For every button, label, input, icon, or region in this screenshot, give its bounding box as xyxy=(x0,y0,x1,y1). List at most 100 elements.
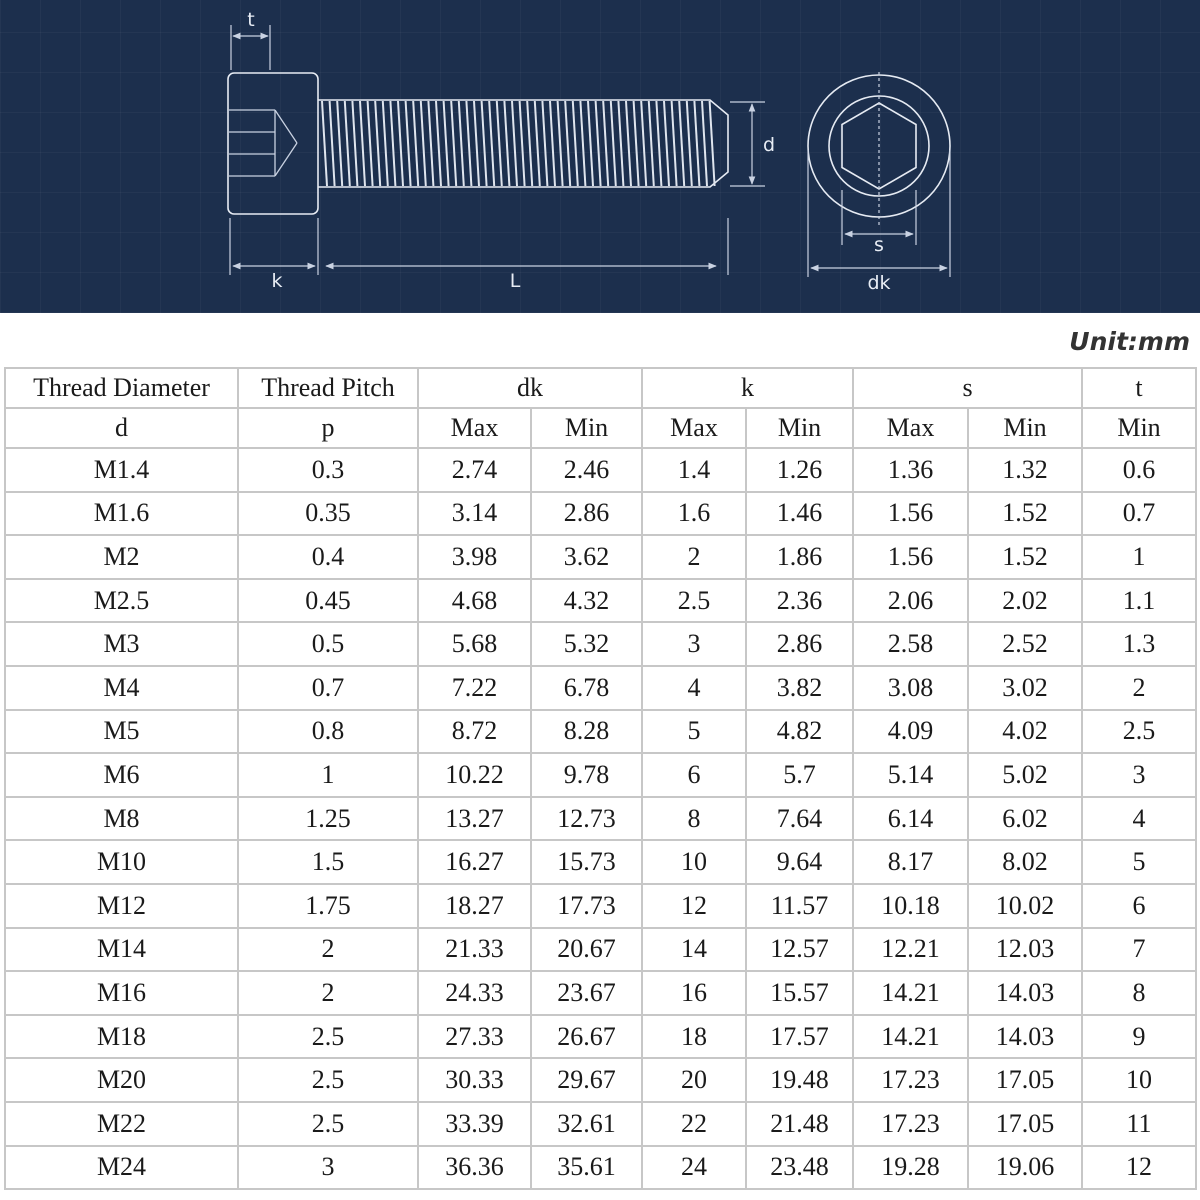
table-row: M24 3 36.36 35.61 24 23.48 19.28 19.06 12 xyxy=(4,1144,1197,1191)
label-s: s xyxy=(874,234,884,256)
cell-t-min: 2 xyxy=(1081,664,1197,711)
cell-t-min: 6 xyxy=(1081,882,1197,929)
cell-thread-diameter: M8 xyxy=(4,795,239,842)
cell-thread-diameter: M1.4 xyxy=(4,447,239,493)
table-row: M2.5 0.45 4.68 4.32 2.5 2.36 2.06 2.02 1.1 xyxy=(4,577,1197,624)
table-row: M8 1.25 13.27 12.73 8 7.64 6.14 6.02 4 xyxy=(4,795,1197,842)
cell-k-min: 19.48 xyxy=(745,1057,854,1103)
cell-t-min: 8 xyxy=(1081,970,1197,1016)
cell-t-min: 1.1 xyxy=(1081,577,1197,624)
cell-thread-diameter: M2.5 xyxy=(4,577,239,624)
cell-thread-diameter: M10 xyxy=(4,839,239,885)
cell-k-min: 3.82 xyxy=(745,664,854,711)
cell-s-max: 17.23 xyxy=(852,1057,969,1103)
cell-dk-min: 15.73 xyxy=(530,839,643,885)
cell-dk-min: 23.67 xyxy=(530,970,643,1016)
cell-thread-pitch: 1.25 xyxy=(237,795,419,842)
cell-s-min: 1.52 xyxy=(967,534,1083,580)
table-row: M5 0.8 8.72 8.28 5 4.82 4.09 4.02 2.5 xyxy=(4,708,1197,755)
cell-thread-pitch: 3 xyxy=(237,1144,419,1191)
cell-k-max: 24 xyxy=(641,1144,747,1191)
cell-k-min: 15.57 xyxy=(745,970,854,1016)
header-dk-max: Max xyxy=(417,407,532,449)
cell-k-max: 12 xyxy=(641,882,747,929)
cell-s-max: 1.56 xyxy=(852,534,969,580)
cell-s-max: 10.18 xyxy=(852,882,969,929)
cell-k-min: 7.64 xyxy=(745,795,854,842)
cell-s-max: 8.17 xyxy=(852,839,969,885)
cell-dk-max: 16.27 xyxy=(417,839,532,885)
cell-dk-max: 4.68 xyxy=(417,577,532,624)
cell-k-max: 2.5 xyxy=(641,577,747,624)
cell-k-max: 18 xyxy=(641,1013,747,1060)
cell-k-max: 22 xyxy=(641,1100,747,1147)
cell-thread-pitch: 2.5 xyxy=(237,1100,419,1147)
cell-thread-pitch: 0.35 xyxy=(237,490,419,537)
cell-thread-pitch: 0.4 xyxy=(237,534,419,580)
cell-thread-pitch: 0.7 xyxy=(237,664,419,711)
cell-k-min: 23.48 xyxy=(745,1144,854,1191)
cell-t-min: 0.7 xyxy=(1081,490,1197,537)
cell-dk-min: 32.61 xyxy=(530,1100,643,1147)
table-row: M2 0.4 3.98 3.62 2 1.86 1.56 1.52 1 xyxy=(4,534,1197,580)
screw-shank xyxy=(318,99,729,188)
cell-dk-max: 13.27 xyxy=(417,795,532,842)
unit-label: Unit:mm xyxy=(1069,327,1190,356)
head-socket xyxy=(229,109,298,177)
cell-s-min: 17.05 xyxy=(967,1100,1083,1147)
cell-dk-min: 35.61 xyxy=(530,1144,643,1191)
cell-thread-pitch: 0.3 xyxy=(237,447,419,493)
cell-dk-min: 5.32 xyxy=(530,621,643,667)
cell-s-min: 4.02 xyxy=(967,708,1083,755)
cell-dk-max: 8.72 xyxy=(417,708,532,755)
cell-dk-max: 2.74 xyxy=(417,447,532,493)
cell-s-min: 6.02 xyxy=(967,795,1083,842)
cell-s-max: 2.06 xyxy=(852,577,969,624)
cell-dk-max: 27.33 xyxy=(417,1013,532,1060)
cell-thread-diameter: M6 xyxy=(4,752,239,798)
cell-s-max: 12.21 xyxy=(852,926,969,973)
cell-s-max: 1.36 xyxy=(852,447,969,493)
cell-k-max: 1.4 xyxy=(641,447,747,493)
cell-s-max: 17.23 xyxy=(852,1100,969,1147)
header-k-min: Min xyxy=(745,407,854,449)
cell-dk-min: 12.73 xyxy=(530,795,643,842)
cell-s-max: 2.58 xyxy=(852,621,969,667)
cell-t-min: 10 xyxy=(1081,1057,1197,1103)
cell-t-min: 5 xyxy=(1081,839,1197,885)
cell-s-max: 6.14 xyxy=(852,795,969,842)
cell-thread-diameter: M12 xyxy=(4,882,239,929)
cell-dk-max: 18.27 xyxy=(417,882,532,929)
cell-thread-diameter: M5 xyxy=(4,708,239,755)
table-row: M14 2 21.33 20.67 14 12.57 12.21 12.03 7 xyxy=(4,926,1197,973)
cell-dk-max: 5.68 xyxy=(417,621,532,667)
cell-thread-diameter: M2 xyxy=(4,534,239,580)
header-s: s xyxy=(852,367,1083,409)
cell-t-min: 7 xyxy=(1081,926,1197,973)
cell-thread-pitch: 0.5 xyxy=(237,621,419,667)
table-row: M6 1 10.22 9.78 6 5.7 5.14 5.02 3 xyxy=(4,752,1197,798)
cell-thread-pitch: 2 xyxy=(237,970,419,1016)
header-s-min: Min xyxy=(967,407,1083,449)
cell-thread-pitch: 1 xyxy=(237,752,419,798)
cell-thread-diameter: M3 xyxy=(4,621,239,667)
cell-dk-min: 9.78 xyxy=(530,752,643,798)
cell-s-min: 1.32 xyxy=(967,447,1083,493)
cell-k-min: 21.48 xyxy=(745,1100,854,1147)
cell-k-max: 8 xyxy=(641,795,747,842)
table-row: M1.6 0.35 3.14 2.86 1.6 1.46 1.56 1.52 0.7 xyxy=(4,490,1197,537)
cell-k-min: 1.26 xyxy=(745,447,854,493)
cell-thread-pitch: 1.75 xyxy=(237,882,419,929)
cell-t-min: 1 xyxy=(1081,534,1197,580)
cell-thread-pitch: 0.8 xyxy=(237,708,419,755)
cell-dk-max: 10.22 xyxy=(417,752,532,798)
cell-thread-diameter: M14 xyxy=(4,926,239,973)
cell-dk-max: 3.98 xyxy=(417,534,532,580)
cell-s-min: 3.02 xyxy=(967,664,1083,711)
cell-t-min: 1.3 xyxy=(1081,621,1197,667)
cell-thread-diameter: M18 xyxy=(4,1013,239,1060)
cell-dk-max: 21.33 xyxy=(417,926,532,973)
cell-s-min: 14.03 xyxy=(967,1013,1083,1060)
cell-dk-min: 2.46 xyxy=(530,447,643,493)
cell-t-min: 9 xyxy=(1081,1013,1197,1060)
